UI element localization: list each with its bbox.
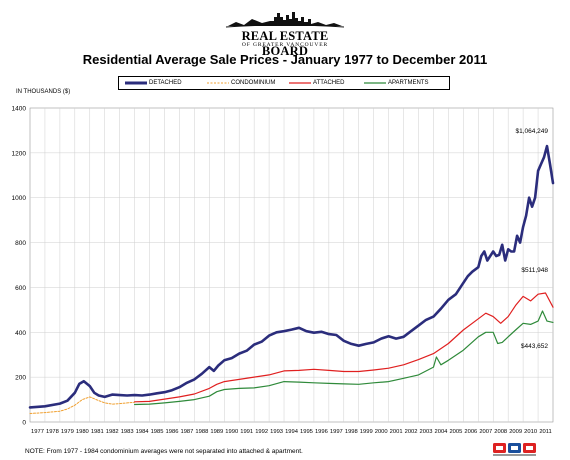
y-tick-label: 0: [22, 420, 26, 427]
y-tick-label: 400: [15, 330, 26, 337]
legend-item-detached: DETACHED: [125, 77, 182, 89]
y-tick-label: 1200: [12, 150, 27, 157]
series-line-detached: [28, 144, 555, 409]
x-tick-label: 1990: [225, 429, 238, 435]
x-tick-label: 2000: [375, 429, 388, 435]
x-tick-label: 2009: [509, 429, 522, 435]
x-tick-label: 1999: [360, 429, 373, 435]
legend-item-apartments: APARTMENTS: [364, 77, 428, 89]
y-axis-label: IN THOUSANDS ($): [16, 89, 71, 95]
x-tick-label: 1979: [61, 429, 74, 435]
x-tick-label: 2010: [524, 429, 537, 435]
y-tick-label: 1000: [12, 195, 27, 202]
x-tick-label: 2007: [479, 429, 492, 435]
logo-text: REAL ESTATE BOARD: [241, 29, 329, 58]
y-tick-label: 800: [15, 240, 26, 247]
chart-title: Residential Average Sale Prices - Januar…: [82, 52, 488, 67]
x-tick-label: 2006: [464, 429, 477, 435]
x-tick-label: 1986: [166, 429, 179, 435]
x-tick-label: 1981: [91, 429, 104, 435]
x-tick-label: 2002: [405, 429, 418, 435]
y-tick-label: 200: [15, 375, 26, 382]
footnote: NOTE: From 1977 - 1984 condominium avera…: [25, 448, 303, 455]
x-tick-label: 1984: [136, 429, 150, 435]
x-tick-label: 1980: [76, 429, 89, 435]
x-tick-label: 1982: [106, 429, 119, 435]
x-tick-label: 1987: [180, 429, 193, 435]
x-tick-label: 1989: [210, 429, 223, 435]
end-value-label-attached: $511,948: [521, 267, 548, 274]
chart-legend: DETACHED CONDOMINIUM ATTACHED APARTMENTS: [118, 76, 450, 90]
x-tick-label: 1993: [270, 429, 283, 435]
legend-item-condominium: CONDOMINIUM: [207, 77, 275, 89]
x-tick-label: 1992: [255, 429, 268, 435]
x-tick-label: 1983: [121, 429, 134, 435]
end-value-label-detached: $1,064,249: [515, 128, 548, 135]
logo-subtext: OF GREATER VANCOUVER: [241, 42, 329, 48]
x-tick-label: 1988: [195, 429, 208, 435]
x-tick-label: 1985: [151, 429, 164, 435]
series-line-apartments: [134, 310, 554, 406]
x-tick-label: 2011: [539, 429, 551, 435]
series-line-condominium: [29, 396, 136, 414]
legend-label-attached: ATTACHED: [313, 80, 345, 86]
x-tick-label: 2004: [435, 429, 449, 435]
mls-logo-icon: [493, 443, 536, 456]
x-tick-label: 1991: [240, 429, 253, 435]
plot-area: [29, 107, 554, 423]
x-tick-label: 1994: [285, 429, 299, 435]
x-tick-label: 1978: [46, 429, 59, 435]
y-tick-label: 600: [15, 285, 26, 292]
end-value-label-apartments: $443,652: [521, 343, 548, 350]
x-tick-label: 1995: [300, 429, 313, 435]
x-tick-label: 1996: [315, 429, 328, 435]
x-tick-label: 1997: [330, 429, 343, 435]
x-tick-label: 2001: [390, 429, 403, 435]
x-tick-label: 1977: [31, 429, 44, 435]
series-line-attached: [134, 292, 554, 403]
legend-label-condominium: CONDOMINIUM: [231, 80, 276, 86]
legend-label-detached: DETACHED: [149, 80, 182, 86]
x-tick-label: 2005: [449, 429, 462, 435]
x-tick-label: 2008: [494, 429, 507, 435]
x-tick-label: 2003: [420, 429, 433, 435]
skyline-logo-icon: [225, 12, 345, 28]
legend-item-attached: ATTACHED: [289, 77, 344, 89]
x-tick-label: 1998: [345, 429, 358, 435]
y-tick-label: 1400: [12, 106, 27, 113]
legend-label-apartments: APARTMENTS: [388, 80, 429, 86]
